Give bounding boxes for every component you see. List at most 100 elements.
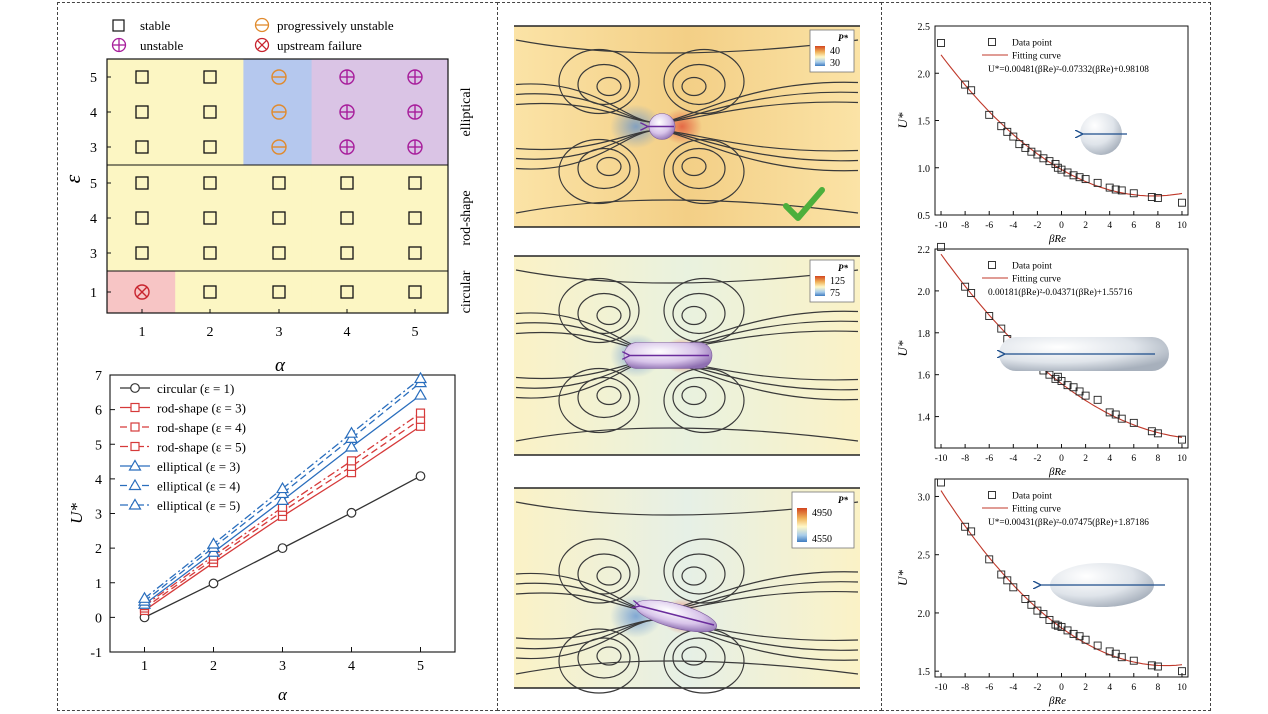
x-tick-label: 10 bbox=[1177, 454, 1187, 464]
x-tick-label: 2 bbox=[1083, 221, 1088, 231]
colorbar-max: 125 bbox=[830, 276, 845, 287]
legend-marker bbox=[988, 38, 996, 46]
failure-marker bbox=[134, 284, 150, 300]
cell-bg bbox=[107, 200, 176, 236]
data-point bbox=[967, 527, 976, 536]
x-tick-label: 0 bbox=[1059, 221, 1064, 231]
data-point bbox=[997, 570, 1006, 579]
data-point bbox=[344, 440, 359, 452]
data-point bbox=[937, 478, 945, 487]
y-tick-label: 3.0 bbox=[918, 492, 931, 503]
streamline-loop bbox=[681, 385, 707, 406]
cell-bg bbox=[175, 271, 244, 314]
streamline-loop bbox=[681, 76, 707, 97]
data-point bbox=[128, 478, 142, 491]
streamline-loop bbox=[663, 48, 745, 115]
stability-legend: stable unstable progressively unstable u… bbox=[111, 17, 394, 53]
alpha-tick: 4 bbox=[344, 325, 351, 340]
data-point bbox=[1009, 583, 1018, 592]
y-tick-label: 5 bbox=[95, 438, 102, 453]
streamline-loop bbox=[596, 385, 622, 406]
streamline-loop bbox=[681, 566, 707, 586]
y-tick-label: 2.0 bbox=[918, 69, 931, 80]
series-6: elliptical (ε = 5) bbox=[120, 371, 428, 603]
streamline-loop bbox=[596, 156, 622, 177]
data-point bbox=[1003, 576, 1012, 585]
colorbar-max: 4950 bbox=[812, 508, 832, 519]
data-point bbox=[137, 591, 152, 603]
cell-bg bbox=[379, 235, 449, 272]
cell-bg bbox=[175, 200, 244, 236]
data-point bbox=[1111, 410, 1120, 419]
alpha-tick: 3 bbox=[276, 325, 283, 340]
streamline-far bbox=[515, 427, 859, 442]
y-tick-label: 3 bbox=[95, 508, 102, 523]
legend-label: Fitting curve bbox=[1012, 52, 1061, 62]
streamline-loop bbox=[672, 553, 726, 595]
progressive-marker bbox=[271, 104, 287, 120]
stable-marker bbox=[135, 140, 149, 154]
cell-bg bbox=[107, 165, 176, 201]
legend-label: elliptical (ε = 3) bbox=[157, 459, 240, 474]
streamline-loop bbox=[558, 138, 640, 205]
x-tick-label: -2 bbox=[1033, 683, 1041, 693]
velocity-line-chart: -1 0 1 2 3 4 5 6 7 1 2 3 4 5 α U* circular (ε = 1) rod-sh… bbox=[67, 369, 456, 704]
streamline-loop bbox=[558, 277, 640, 344]
stable-marker bbox=[135, 176, 149, 190]
data-point bbox=[275, 493, 290, 505]
data-point bbox=[1147, 661, 1156, 670]
stable-marker bbox=[272, 285, 286, 299]
data-point bbox=[346, 456, 357, 466]
data-point bbox=[344, 426, 359, 438]
y-tick-label: 0.5 bbox=[918, 211, 931, 222]
data-point bbox=[1063, 168, 1072, 177]
cell-bg bbox=[107, 59, 176, 95]
data-point bbox=[275, 481, 290, 494]
alpha-tick: 1 bbox=[139, 325, 146, 340]
data-point bbox=[1129, 189, 1138, 198]
progressive-legend-label: progressively unstable bbox=[277, 18, 394, 33]
y-tick-label: 0 bbox=[95, 611, 102, 626]
streamline-loop bbox=[596, 76, 622, 97]
legend-label: rod-shape (ε = 5) bbox=[157, 440, 246, 455]
stability-x-label: α bbox=[275, 355, 286, 376]
cell-bg bbox=[175, 94, 244, 131]
shape-group-label: rod-shape bbox=[459, 190, 474, 245]
streamline-loop bbox=[596, 646, 622, 666]
stable-marker bbox=[203, 246, 217, 260]
y-tick-label: 2.0 bbox=[918, 609, 931, 620]
data-point bbox=[1051, 620, 1060, 629]
x-tick-label: 2 bbox=[1083, 454, 1088, 464]
eps-tick: 4 bbox=[90, 106, 97, 121]
x-axis-label: α bbox=[278, 685, 288, 704]
y-tick-label: 1 bbox=[95, 577, 102, 592]
data-point bbox=[415, 408, 426, 418]
x-tick-label: -10 bbox=[935, 221, 948, 231]
data-point bbox=[1153, 429, 1162, 438]
data-point bbox=[130, 441, 140, 452]
streamline-loop bbox=[681, 156, 707, 177]
shape-group-label: elliptical bbox=[459, 87, 474, 136]
data-point bbox=[1075, 387, 1084, 396]
x-tick-label: -4 bbox=[1009, 454, 1017, 464]
colorbar-gradient bbox=[815, 46, 825, 66]
colorbar-title: P* bbox=[838, 263, 848, 273]
x-tick-label: 10 bbox=[1177, 683, 1187, 693]
y-axis-label: U* bbox=[895, 570, 910, 586]
x-tick-label: -10 bbox=[935, 683, 948, 693]
cell-bg bbox=[379, 165, 449, 201]
x-tick-label: -6 bbox=[985, 221, 993, 231]
series-4: elliptical (ε = 3) bbox=[120, 388, 428, 609]
stable-marker bbox=[203, 70, 217, 84]
cell-bg bbox=[175, 235, 244, 272]
data-point bbox=[961, 282, 970, 291]
data-point bbox=[1057, 165, 1066, 174]
cell-bg bbox=[107, 130, 176, 166]
legend-label: Data point bbox=[1012, 492, 1052, 502]
stable-marker bbox=[340, 176, 354, 190]
y-tick-label: -1 bbox=[90, 646, 102, 661]
fit-plot-1: 0.5 1.0 1.5 2.0 2.5 -10 -8 -6 -4 -2 0 2 4 6 8 10 βRe U* Da… bbox=[895, 22, 1189, 245]
alpha-tick: 2 bbox=[207, 325, 214, 340]
data-point bbox=[1117, 653, 1126, 662]
